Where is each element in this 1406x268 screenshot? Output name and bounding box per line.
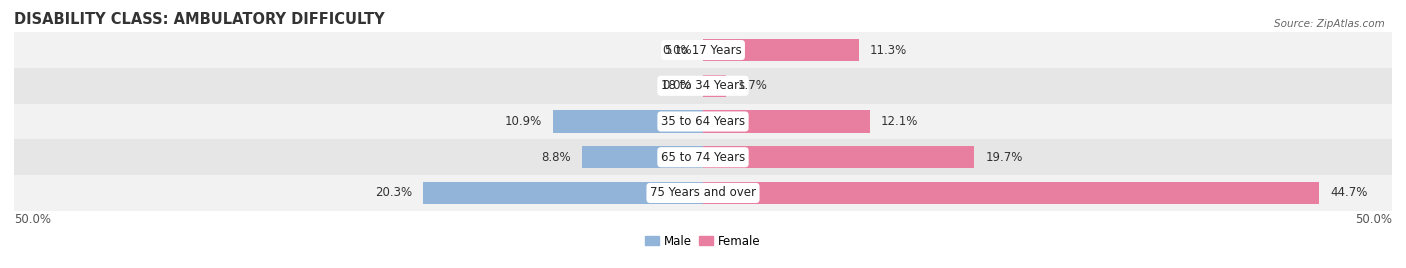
Text: 20.3%: 20.3% [375, 187, 412, 199]
Legend: Male, Female: Male, Female [645, 234, 761, 248]
Text: 11.3%: 11.3% [870, 43, 907, 57]
Text: 18 to 34 Years: 18 to 34 Years [661, 79, 745, 92]
Text: Source: ZipAtlas.com: Source: ZipAtlas.com [1274, 19, 1385, 29]
Bar [423, 182, 703, 204]
Bar [703, 182, 1319, 204]
Text: 50.0%: 50.0% [14, 213, 51, 226]
Bar [553, 110, 703, 133]
Text: 75 Years and over: 75 Years and over [650, 187, 756, 199]
Text: 0.0%: 0.0% [662, 43, 692, 57]
Text: 19.7%: 19.7% [986, 151, 1022, 164]
Bar [14, 175, 1392, 211]
Bar [582, 146, 703, 168]
Bar [703, 110, 870, 133]
Text: 10.9%: 10.9% [505, 115, 541, 128]
Text: 8.8%: 8.8% [541, 151, 571, 164]
Text: 50.0%: 50.0% [1355, 213, 1392, 226]
Text: 65 to 74 Years: 65 to 74 Years [661, 151, 745, 164]
Bar [14, 68, 1392, 104]
Text: 44.7%: 44.7% [1330, 187, 1367, 199]
Text: 5 to 17 Years: 5 to 17 Years [665, 43, 741, 57]
Text: 35 to 64 Years: 35 to 64 Years [661, 115, 745, 128]
Bar [703, 39, 859, 61]
Text: 12.1%: 12.1% [880, 115, 918, 128]
Text: DISABILITY CLASS: AMBULATORY DIFFICULTY: DISABILITY CLASS: AMBULATORY DIFFICULTY [14, 12, 385, 27]
Text: 1.7%: 1.7% [738, 79, 768, 92]
Bar [703, 146, 974, 168]
Text: 0.0%: 0.0% [662, 79, 692, 92]
Bar [14, 139, 1392, 175]
Bar [703, 75, 727, 97]
Bar [14, 32, 1392, 68]
Bar [14, 104, 1392, 139]
